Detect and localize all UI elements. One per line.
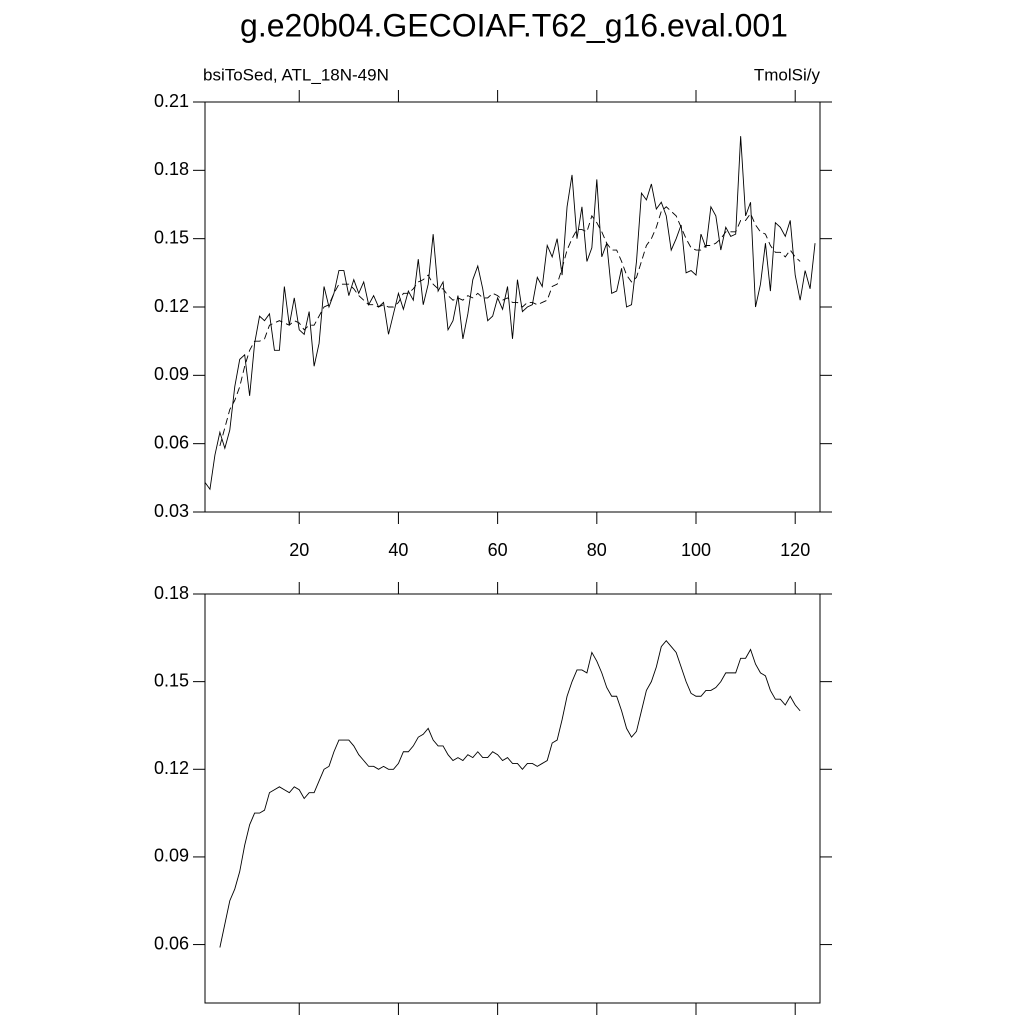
plot-frame — [204, 101, 821, 513]
y-tick-label: 0.18 — [154, 159, 189, 179]
series-line — [219, 206, 801, 447]
y-tick-label: 0.09 — [154, 364, 189, 384]
units-label: TmolSi/y — [754, 65, 821, 84]
y-tick-label: 0.06 — [154, 432, 189, 452]
y-tick-label: 0.09 — [154, 846, 189, 866]
series-line — [219, 640, 801, 948]
x-tick-label: 20 — [289, 540, 309, 560]
x-tick-label: 80 — [587, 540, 607, 560]
plot-frame — [204, 593, 821, 1004]
y-tick-label: 0.03 — [154, 501, 189, 521]
y-tick-label: 0.12 — [154, 758, 189, 778]
x-tick-label: 100 — [681, 540, 711, 560]
subtitle: bsiToSed, ATL_18N-49N — [203, 65, 389, 84]
chart-title: g.e20b04.GECOIAF.T62_g16.eval.001 — [240, 7, 788, 43]
y-tick-label: 0.06 — [154, 933, 189, 953]
x-tick-label: 120 — [780, 540, 810, 560]
y-tick-label: 0.21 — [154, 91, 189, 111]
y-tick-label: 0.15 — [154, 227, 189, 247]
y-tick-label: 0.15 — [154, 670, 189, 690]
y-tick-label: 0.12 — [154, 296, 189, 316]
x-tick-label: 40 — [388, 540, 408, 560]
y-tick-label: 0.18 — [154, 583, 189, 603]
x-tick-label: 60 — [488, 540, 508, 560]
series-line — [204, 136, 816, 491]
